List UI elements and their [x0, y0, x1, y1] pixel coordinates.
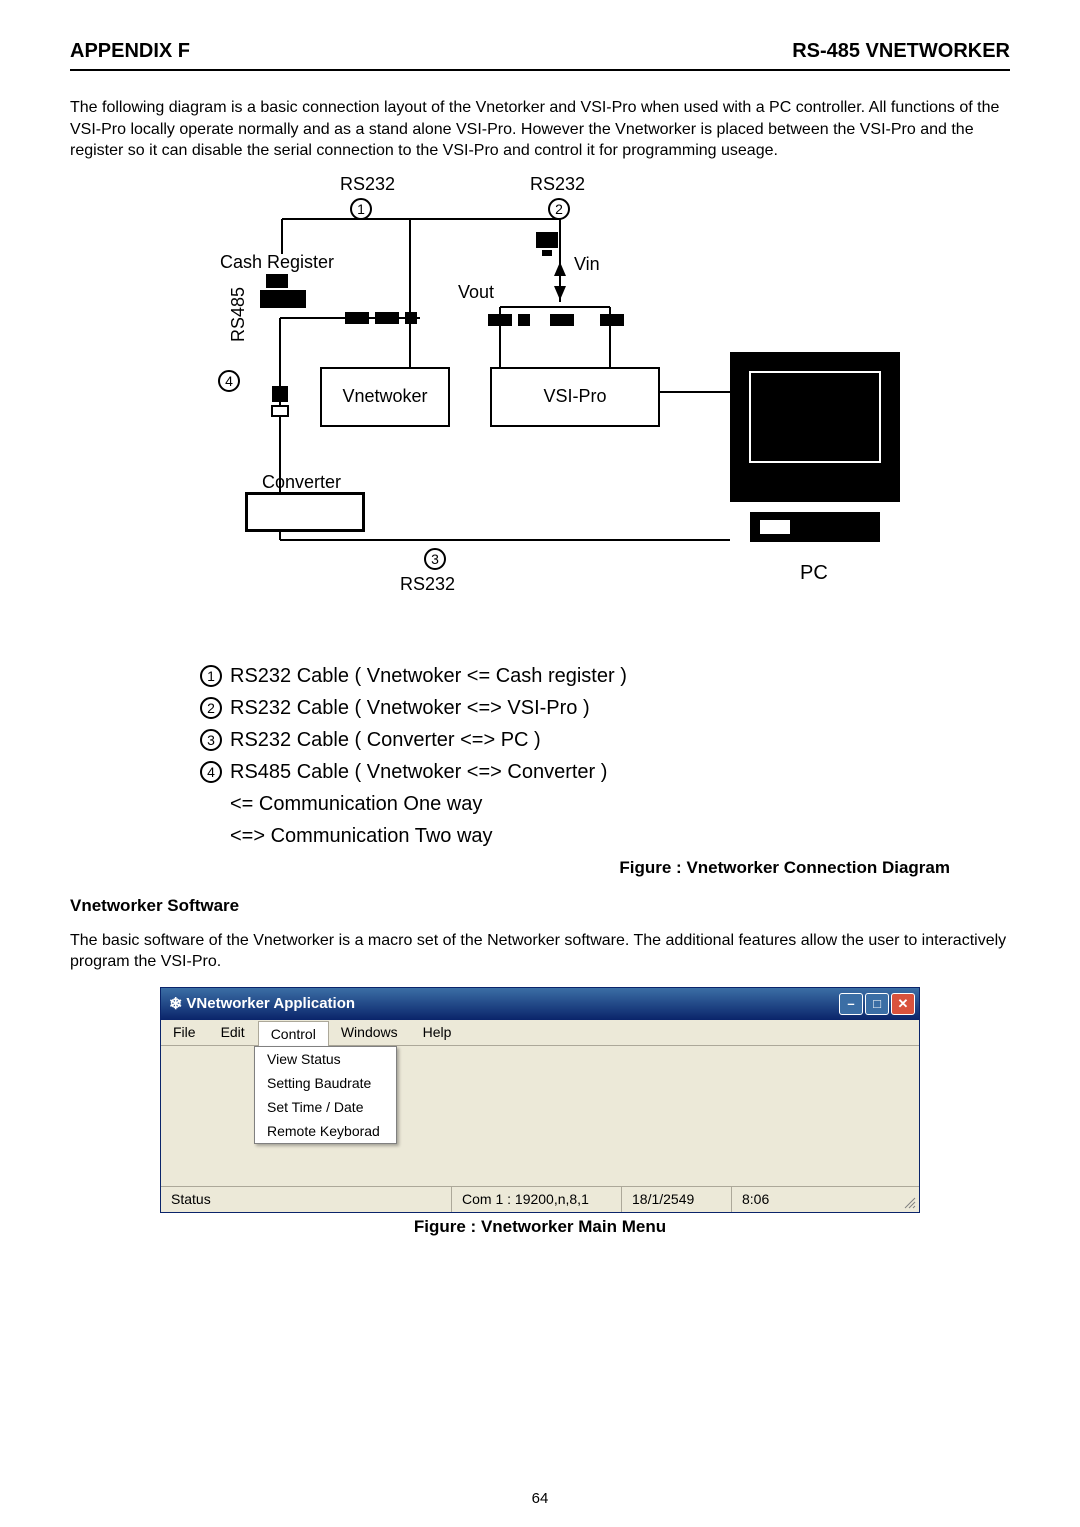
pc-label: PC — [800, 562, 828, 585]
header-right: RS-485 VNETWORKER — [792, 40, 1010, 63]
menu-file[interactable]: File — [161, 1020, 209, 1045]
menu-control[interactable]: Control — [258, 1021, 329, 1046]
legend-1: RS232 Cable ( Vnetwoker <= Cash register… — [230, 660, 627, 692]
figure-caption-2: Figure : Vnetworker Main Menu — [70, 1217, 1010, 1237]
vnetwoker-box: Vnetwoker — [320, 367, 450, 427]
dropdown-item-setting-baudrate[interactable]: Setting Baudrate — [255, 1071, 396, 1095]
vsipro-box: VSI-Pro — [490, 367, 660, 427]
legend-4: RS485 Cable ( Vnetwoker <=> Converter ) — [230, 756, 607, 788]
menu-windows[interactable]: Windows — [329, 1020, 411, 1045]
titlebar: ❄ VNetworker Application – □ ✕ — [161, 988, 919, 1020]
vin-label: Vin — [574, 254, 600, 275]
section-2-heading: Vnetworker Software — [70, 896, 1010, 916]
circled-2: 2 — [548, 198, 570, 220]
diagram-legend: 1 RS232 Cable ( Vnetwoker <= Cash registe… — [200, 660, 1010, 852]
legend-2: RS232 Cable ( Vnetwoker <=> VSI-Pro ) — [230, 692, 590, 724]
converter-label: Converter — [262, 472, 341, 493]
rs485-label: RS485 — [228, 287, 249, 342]
resize-grip-icon[interactable] — [901, 1187, 919, 1212]
minimize-button[interactable]: – — [839, 993, 863, 1015]
vnetworker-app-window: ❄ VNetworker Application – □ ✕ File Edit… — [160, 987, 920, 1213]
close-button[interactable]: ✕ — [891, 993, 915, 1015]
status-com: Com 1 : 19200,n,8,1 — [451, 1187, 621, 1212]
vout-label: Vout — [458, 282, 494, 303]
header-left: APPENDIX F — [70, 40, 190, 63]
client-area: View Status Setting Baudrate Set Time / … — [161, 1046, 919, 1186]
dropdown-item-set-time-date[interactable]: Set Time / Date — [255, 1095, 396, 1119]
legend-num-2: 2 — [200, 697, 222, 719]
intro-paragraph: The following diagram is a basic connect… — [70, 97, 1010, 162]
rs232-label-2: RS232 — [530, 174, 585, 195]
section-2-paragraph: The basic software of the Vnetworker is … — [70, 930, 1010, 973]
maximize-button[interactable]: □ — [865, 993, 889, 1015]
dropdown-item-remote-keyborad[interactable]: Remote Keyborad — [255, 1119, 396, 1143]
window-buttons: – □ ✕ — [839, 993, 919, 1015]
circled-4: 4 — [218, 370, 240, 392]
menubar: File Edit Control Windows Help — [161, 1020, 919, 1046]
status-time: 8:06 — [731, 1187, 861, 1212]
connection-diagram: RS232 1 RS232 2 Cash Register Vin Vout R… — [190, 172, 960, 652]
cash-register-icon — [260, 272, 306, 315]
app-icon: ❄ — [169, 994, 182, 1014]
page-number: 64 — [0, 1490, 1080, 1507]
legend-num-3: 3 — [200, 729, 222, 751]
legend-6: <=> Communication Two way — [230, 820, 493, 852]
legend-num-1: 1 — [200, 665, 222, 687]
rs232-label-3: RS232 — [400, 574, 455, 595]
control-dropdown: View Status Setting Baudrate Set Time / … — [254, 1046, 397, 1144]
circled-3: 3 — [424, 548, 446, 570]
status-date: 18/1/2549 — [621, 1187, 731, 1212]
menu-edit[interactable]: Edit — [209, 1020, 258, 1045]
statusbar: Status Com 1 : 19200,n,8,1 18/1/2549 8:0… — [161, 1186, 919, 1212]
dropdown-item-view-status[interactable]: View Status — [255, 1047, 396, 1071]
rs232-label-1: RS232 — [340, 174, 395, 195]
status-label: Status — [161, 1187, 451, 1212]
app-title: VNetworker Application — [186, 995, 355, 1012]
circled-1: 1 — [350, 198, 372, 220]
menu-help[interactable]: Help — [411, 1020, 465, 1045]
legend-5: <= Communication One way — [230, 788, 482, 820]
cash-register-label: Cash Register — [220, 252, 334, 273]
converter-box — [245, 492, 365, 532]
legend-3: RS232 Cable ( Converter <=> PC ) — [230, 724, 541, 756]
figure-caption-1: Figure : Vnetworker Connection Diagram — [70, 858, 1010, 878]
page-header: APPENDIX F RS-485 VNETWORKER — [70, 40, 1010, 71]
legend-num-4: 4 — [200, 761, 222, 783]
